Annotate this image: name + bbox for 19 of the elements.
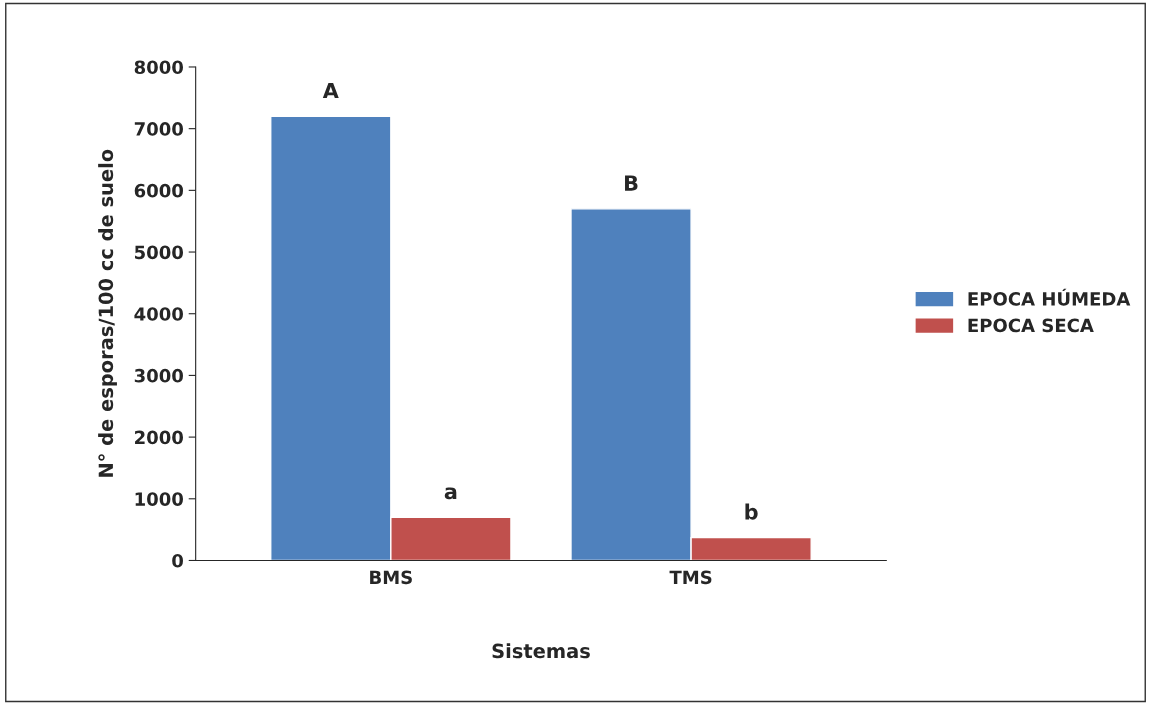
x-axis-title: Sistemas bbox=[492, 643, 590, 659]
y-tick-label: 3000 bbox=[134, 368, 183, 383]
annotation: B bbox=[625, 175, 638, 191]
annotation: A bbox=[322, 82, 339, 99]
y-tick-label: 8000 bbox=[134, 60, 183, 75]
y-tick-label: 2000 bbox=[135, 430, 183, 445]
annotation: b bbox=[745, 503, 758, 520]
legend-label: EPOCA HÚMEDA bbox=[968, 288, 1131, 306]
y-axis-title: N° de esporas/100 cc de suelo bbox=[98, 149, 117, 477]
y-tick-label: 1000 bbox=[135, 492, 183, 506]
y-tick-label: 6000 bbox=[134, 183, 183, 198]
y-tick-label: 5000 bbox=[135, 245, 183, 260]
annotation: a bbox=[444, 487, 457, 500]
y-tick-label: 7000 bbox=[134, 122, 183, 136]
y-tick-label: 0 bbox=[172, 553, 183, 568]
x-tick-label: TMS bbox=[669, 570, 712, 585]
y-tick-label: 4000 bbox=[134, 307, 183, 321]
legend-label: EPOCA SECA bbox=[968, 318, 1094, 333]
x-tick-label: BMS bbox=[370, 570, 412, 585]
